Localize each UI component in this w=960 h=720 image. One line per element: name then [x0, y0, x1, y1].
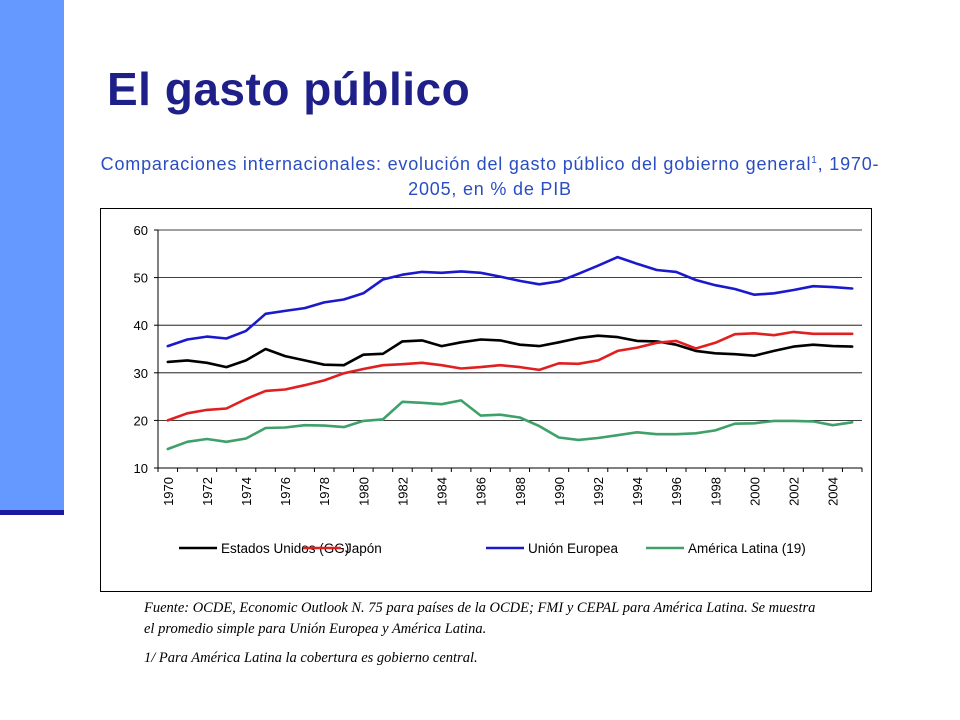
x-tick-label: 1990	[552, 477, 567, 506]
x-tick-label: 1976	[278, 477, 293, 506]
x-tick-label: 1996	[669, 477, 684, 506]
x-tick-label: 1994	[630, 477, 645, 506]
x-tick-label: 1978	[317, 477, 332, 506]
x-tick-label: 1980	[356, 477, 371, 506]
source-note: Fuente: OCDE, Economic Outlook N. 75 par…	[144, 600, 816, 637]
series-line-3	[166, 255, 854, 348]
x-tick-label: 1982	[395, 477, 410, 506]
subtitle-tail: , 1970-2005, en % de PIB	[408, 154, 880, 199]
series-line-1	[166, 334, 854, 369]
accent-rule	[0, 510, 64, 515]
x-tick-label: 1988	[513, 477, 528, 506]
y-tick-label: 40	[134, 318, 148, 333]
x-tick-label: 1972	[200, 477, 215, 506]
x-tick-label: 1984	[435, 477, 450, 506]
y-tick-label: 60	[134, 223, 148, 238]
line-chart: 10 20 30 40 50 60 1970 1972 1974 1976 1978 1980 1982…	[134, 223, 863, 556]
series-line-2	[166, 330, 854, 422]
accent-sidebar	[0, 0, 64, 512]
y-tick-label: 20	[134, 413, 148, 428]
x-tick-label: 1998	[708, 477, 723, 506]
series-line-4	[166, 399, 854, 451]
footnote: 1/ Para América Latina la cobertura es g…	[144, 650, 478, 666]
x-tick-label: 1986	[474, 477, 489, 506]
chart-notes: Fuente: OCDE, Economic Outlook N. 75 par…	[144, 598, 824, 677]
x-tick-label: 2002	[787, 477, 802, 506]
y-tick-label: 30	[134, 366, 148, 381]
chart-frame: 10 20 30 40 50 60 1970 1972 1974 1976 1978 1980 1982…	[100, 208, 872, 592]
legend-label: Unión Europea	[528, 541, 619, 556]
legend-label: Estados Unidos (GG)	[221, 541, 349, 556]
subtitle-main: Comparaciones internacionales: evolución…	[100, 154, 812, 174]
slide-title: El gasto público	[107, 63, 471, 115]
subtitle-footnote-mark: 1	[811, 155, 818, 166]
x-tick-label: 1974	[239, 477, 254, 506]
x-tick-label: 2004	[826, 477, 841, 506]
legend-label: Japón	[345, 541, 382, 556]
x-tick-label: 2000	[747, 477, 762, 506]
y-tick-label: 10	[134, 461, 148, 476]
x-tick-label: 1970	[161, 477, 176, 506]
y-tick-label: 50	[134, 271, 148, 286]
chart-subtitle: Comparaciones internacionales: evolución…	[100, 148, 880, 202]
x-tick-label: 1992	[591, 477, 606, 506]
legend-label: América Latina (19)	[688, 541, 806, 556]
